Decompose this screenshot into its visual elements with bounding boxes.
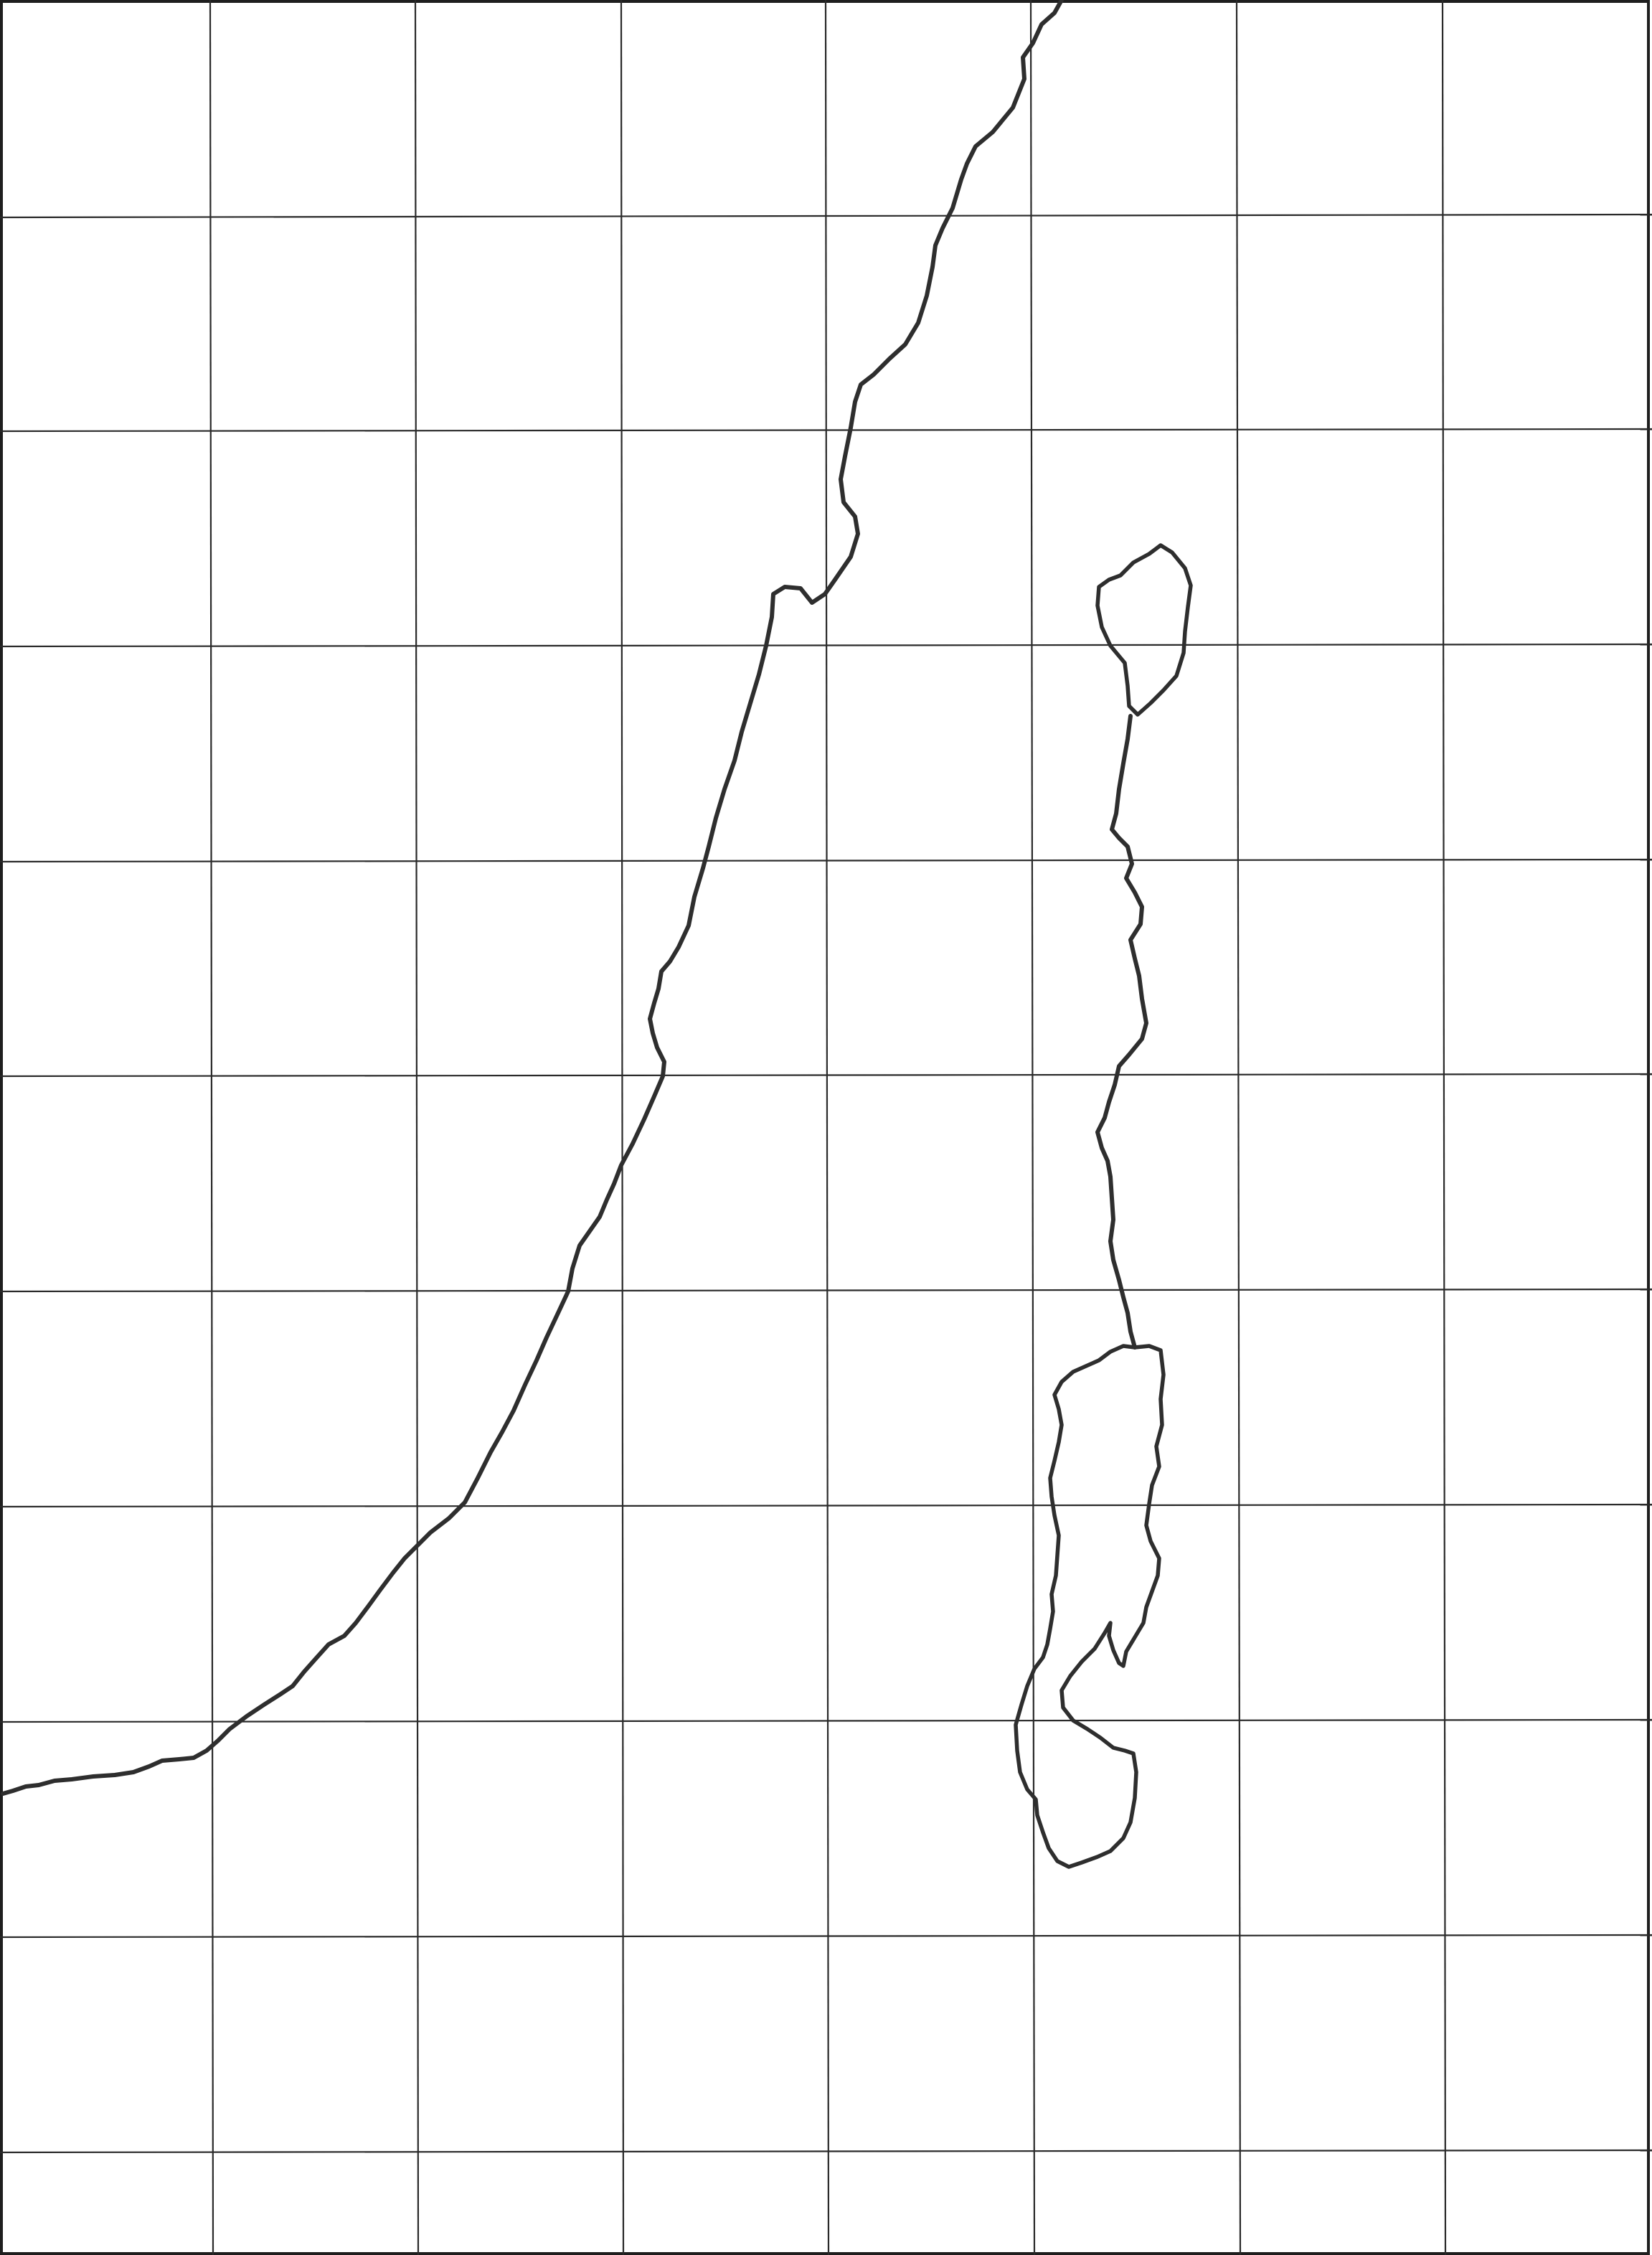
grid-line-v7 <box>1441 0 1447 2255</box>
grid-line-v3 <box>620 0 625 2255</box>
grid-line-h4 <box>0 858 1652 863</box>
grid-line-v5 <box>1029 0 1036 2255</box>
grid-line-v1 <box>209 0 214 2255</box>
grid-vertical-lines <box>209 0 1447 2255</box>
grid-line-h6 <box>0 1288 1652 1293</box>
grid-line-h7 <box>0 1503 1652 1508</box>
grid-line-h5 <box>0 1073 1652 1078</box>
grid-line-v4 <box>824 0 830 2255</box>
grid-line-h1 <box>0 213 1652 219</box>
dead-sea-outline <box>1014 1344 1166 1869</box>
mediterranean-coastline <box>1 0 1064 1796</box>
grid-line-h2 <box>0 428 1652 433</box>
grid-horizontal-lines <box>0 213 1652 2154</box>
grid-line-h8 <box>0 1718 1652 1723</box>
sea-of-galilee-outline <box>1095 543 1193 717</box>
jordan-river-line <box>1095 714 1148 1350</box>
grid-line-h3 <box>0 643 1652 648</box>
grid-line-v6 <box>1235 0 1242 2255</box>
grid-line-h9 <box>0 1934 1652 1939</box>
grid-line-h10 <box>0 2149 1652 2154</box>
grid-line-v2 <box>414 0 420 2255</box>
